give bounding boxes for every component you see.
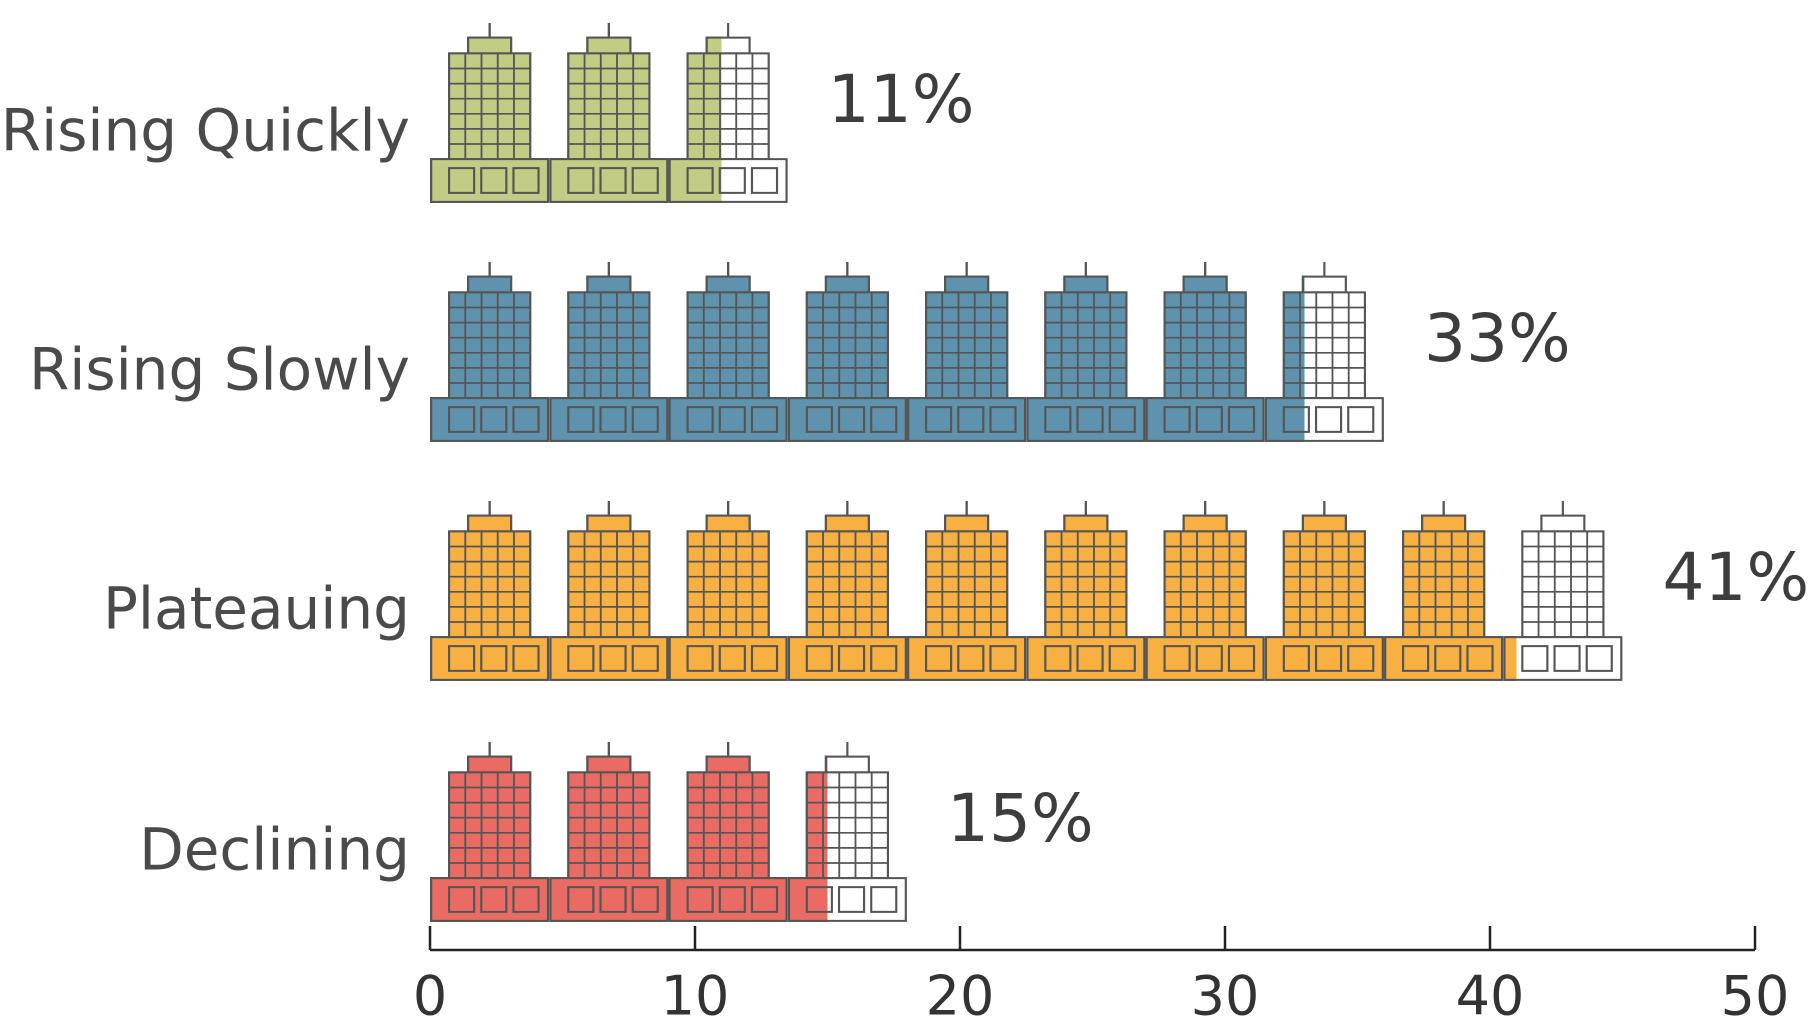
building-filled-part: [1384, 501, 1504, 681]
building-filled-part: [1264, 275, 1305, 442]
office-building-icon: [1026, 501, 1146, 681]
office-building-icon: [1264, 262, 1384, 442]
category-label: Rising Quickly: [1, 97, 410, 165]
x-tick-label: 50: [1721, 965, 1790, 1021]
building-filled-part: [907, 501, 1027, 681]
office-building-icon: [787, 501, 907, 681]
office-building-icon: [549, 501, 669, 681]
office-building-icon: [787, 742, 907, 922]
chart-row-plateauing: Plateauing 41%: [103, 501, 1810, 681]
building-filled-part: [668, 36, 722, 203]
chart-row-declining: Declining 15%: [139, 742, 1094, 922]
office-building-icon: [907, 501, 1027, 681]
value-label: 11%: [828, 61, 975, 138]
office-building-icon: [430, 262, 550, 442]
office-building-icon: [668, 501, 788, 681]
chart-row-rising-slowly: Rising Slowly 33%: [29, 262, 1571, 442]
office-building-icon: [549, 262, 669, 442]
building-filled-part: [430, 501, 550, 681]
building-filled-part: [1145, 501, 1265, 681]
category-label: Declining: [139, 816, 410, 884]
building-filled-part: [668, 742, 788, 922]
office-building-icon: [1503, 501, 1623, 681]
building-filled-part: [787, 262, 907, 442]
x-tick-label: 10: [661, 965, 730, 1021]
building-filled-part: [1264, 501, 1384, 681]
x-tick-label: 40: [1456, 965, 1525, 1021]
x-tick-label: 20: [926, 965, 995, 1021]
office-building-icon: [907, 262, 1027, 442]
category-label: Rising Slowly: [29, 336, 410, 404]
value-label: 15%: [947, 780, 1094, 857]
office-building-icon: [668, 742, 788, 922]
office-building-icon: [430, 501, 550, 681]
office-building-icon: [668, 23, 788, 203]
building-filled-part: [668, 501, 788, 681]
office-building-icon: [1026, 262, 1146, 442]
office-building-icon: [1145, 262, 1265, 442]
x-tick-label: 0: [413, 965, 447, 1021]
building-filled-part: [549, 501, 669, 681]
building-filled-part: [1026, 501, 1146, 681]
office-building-icon: [787, 262, 907, 442]
category-label: Plateauing: [103, 575, 410, 643]
building-filled-part: [787, 755, 828, 922]
office-building-icon: [668, 262, 788, 442]
building-filled-part: [1503, 636, 1517, 681]
x-axis: 0 10 20 30 40 50: [413, 926, 1790, 1021]
value-label: 33%: [1424, 300, 1571, 377]
building-filled-part: [668, 262, 788, 442]
office-building-icon: [430, 23, 550, 203]
building-filled-part: [1026, 262, 1146, 442]
office-building-icon: [549, 742, 669, 922]
building-filled-part: [430, 262, 550, 442]
building-filled-part: [907, 262, 1027, 442]
office-building-icon: [549, 23, 669, 203]
office-building-icon: [430, 742, 550, 922]
building-empty-part: [1503, 501, 1623, 681]
office-building-icon: [1145, 501, 1265, 681]
building-filled-part: [430, 742, 550, 922]
office-building-icon: [1264, 501, 1384, 681]
building-filled-part: [549, 262, 669, 442]
building-filled-part: [549, 23, 669, 203]
chart-rows: Rising Quickly 11% Rising Slowly 33% Plateau…: [1, 23, 1810, 922]
building-filled-part: [787, 501, 907, 681]
building-filled-part: [549, 742, 669, 922]
x-tick-label: 30: [1191, 965, 1260, 1021]
value-label: 41%: [1663, 539, 1810, 616]
chart-row-rising-quickly: Rising Quickly 11%: [1, 23, 975, 203]
office-building-icon: [1384, 501, 1504, 681]
building-filled-part: [430, 23, 550, 203]
building-filled-part: [1145, 262, 1265, 442]
